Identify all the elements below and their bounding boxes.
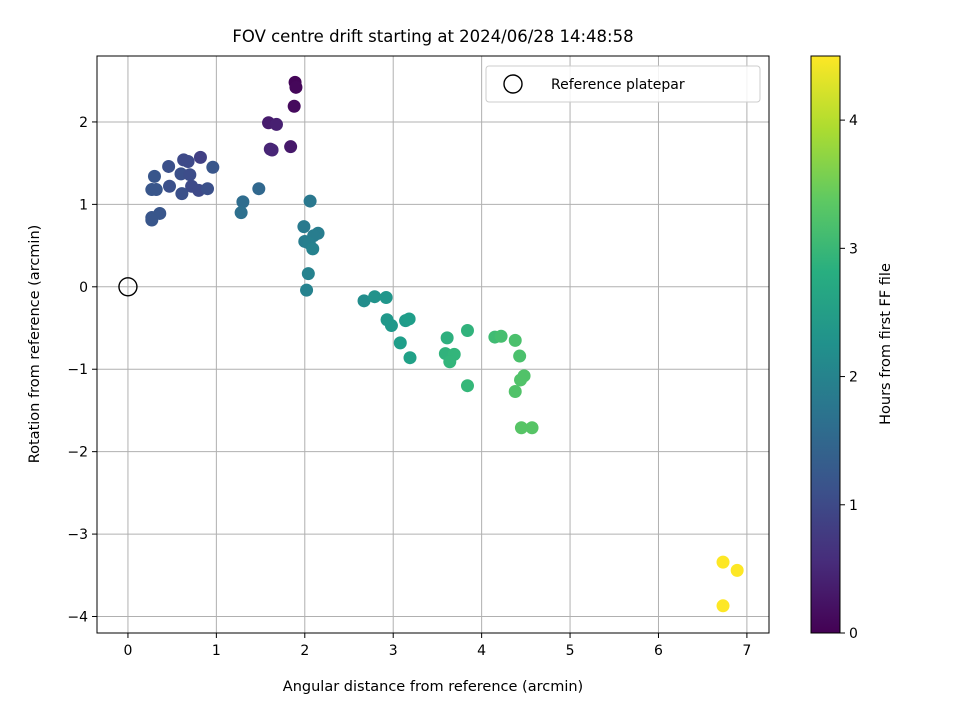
data-points xyxy=(145,75,744,613)
data-point xyxy=(145,213,159,227)
data-point xyxy=(289,80,303,94)
data-point xyxy=(508,333,522,347)
colorbar-tick-label: 4 xyxy=(849,113,858,129)
colorbar-tick-label: 3 xyxy=(849,241,858,257)
y-tick-label: 0 xyxy=(79,280,88,296)
data-point xyxy=(236,195,250,209)
colorbar-ticks: 0 1 2 3 4 xyxy=(840,113,858,642)
data-point xyxy=(300,283,314,297)
x-tick-label: 1 xyxy=(212,643,221,659)
legend-box xyxy=(485,65,761,103)
data-point xyxy=(287,99,301,113)
x-tick-label: 7 xyxy=(742,643,751,659)
x-tick-label: 0 xyxy=(123,643,132,659)
data-point xyxy=(514,373,528,387)
data-point xyxy=(393,336,407,350)
colorbar-tick-label: 2 xyxy=(849,370,858,386)
data-point xyxy=(368,290,382,304)
data-point xyxy=(284,140,298,154)
reference-platepar-marker xyxy=(118,277,138,297)
y-tick-label: 1 xyxy=(79,197,88,213)
legend: Reference platepar xyxy=(485,65,761,103)
colorbar: 0 1 2 3 4 Hours from first FF file xyxy=(810,55,894,642)
data-point xyxy=(716,599,730,613)
y-tick-label: −3 xyxy=(67,527,88,543)
x-axis-label: Angular distance from reference (arcmin) xyxy=(283,679,583,695)
y-tick-label: −2 xyxy=(67,445,88,461)
data-point xyxy=(514,421,528,435)
colorbar-gradient xyxy=(811,56,840,633)
data-point xyxy=(303,194,317,208)
x-tick-label: 4 xyxy=(477,643,486,659)
data-point xyxy=(716,555,730,569)
data-point xyxy=(402,312,416,326)
x-tick-label: 5 xyxy=(566,643,575,659)
data-point xyxy=(162,159,176,173)
data-point xyxy=(460,323,474,337)
plot-frame xyxy=(96,55,770,634)
x-tick-label: 6 xyxy=(654,643,663,659)
x-axis-ticks: 0 1 2 3 4 5 6 7 xyxy=(123,633,751,659)
colorbar-label: Hours from first FF file xyxy=(878,263,894,425)
data-point xyxy=(206,160,220,174)
y-axis-ticks: −4 −3 −2 −1 0 1 2 xyxy=(67,115,97,626)
data-point xyxy=(403,351,417,365)
data-point xyxy=(163,179,177,193)
x-tick-label: 3 xyxy=(389,643,398,659)
colorbar-tick-label: 0 xyxy=(849,626,858,642)
data-point xyxy=(513,349,527,363)
grid-lines xyxy=(97,56,769,633)
data-point xyxy=(508,384,522,398)
data-point xyxy=(494,329,508,343)
colorbar-frame xyxy=(810,55,841,634)
data-point xyxy=(252,182,266,196)
y-tick-label: −1 xyxy=(67,362,88,378)
data-point xyxy=(193,150,207,164)
data-point xyxy=(183,168,197,182)
x-tick-label: 2 xyxy=(300,643,309,659)
data-point xyxy=(175,187,189,201)
data-point xyxy=(301,267,315,281)
data-point xyxy=(147,169,161,183)
data-point xyxy=(149,183,163,197)
data-point xyxy=(234,206,248,220)
data-point xyxy=(181,155,195,169)
data-point xyxy=(379,291,393,305)
data-point xyxy=(384,319,398,333)
data-point xyxy=(306,242,320,256)
y-tick-label: 2 xyxy=(79,115,88,131)
y-tick-label: −4 xyxy=(67,610,88,626)
data-point xyxy=(269,117,283,131)
data-point xyxy=(460,379,474,393)
data-point xyxy=(440,331,454,345)
data-point xyxy=(265,143,279,157)
data-point xyxy=(297,220,311,234)
data-point xyxy=(357,294,371,308)
data-point xyxy=(443,355,457,369)
colorbar-tick-label: 1 xyxy=(849,498,858,514)
legend-label: Reference platepar xyxy=(551,77,685,93)
y-axis-label: Rotation from reference (arcmin) xyxy=(27,225,43,464)
data-point xyxy=(201,182,215,196)
legend-open-circle-icon xyxy=(503,74,523,94)
data-point xyxy=(525,421,539,435)
chart-title: FOV centre drift starting at 2024/06/28 … xyxy=(232,27,633,46)
data-point xyxy=(730,563,744,577)
